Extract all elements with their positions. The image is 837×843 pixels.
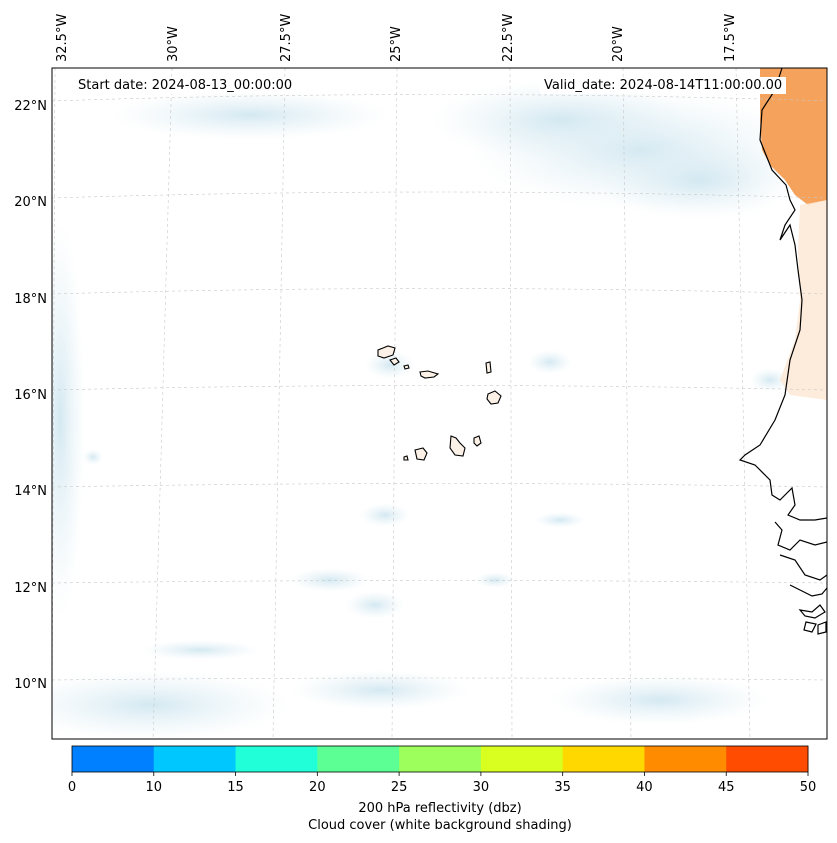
island-sal [485, 361, 492, 374]
colorbar-segment [153, 746, 237, 772]
lat-label: 10°N [14, 677, 47, 692]
lon-label: 30°W [166, 26, 181, 62]
lat-label: 22°N [14, 99, 47, 114]
colorbar-segments [72, 746, 809, 772]
colorbar-ticks: 0 10 15 20 25 30 35 40 45 50 [68, 772, 816, 795]
colorbar-segment [72, 746, 155, 772]
colorbar-tick-label: 50 [800, 780, 817, 795]
colorbar-segment [562, 746, 645, 772]
lat-label: 14°N [14, 484, 47, 499]
colorbar: 0 10 15 20 25 30 35 40 45 50 [68, 745, 816, 795]
colorbar-border [71, 745, 809, 773]
colorbar-tick-label: 20 [309, 780, 326, 795]
colorbar-tick-label: 15 [227, 780, 244, 795]
colorbar-tick-label: 30 [473, 780, 490, 795]
island-fogo [414, 447, 428, 461]
colorbar-tick-label: 0 [68, 780, 76, 795]
lon-label: 22.5°W [501, 14, 516, 62]
colorbar-subtitle: Cloud cover (white background shading) [308, 818, 572, 833]
start-date-label: Start date: 2024-08-13_00:00:00 [74, 77, 297, 94]
island-santiago [449, 435, 466, 457]
map-border [51, 67, 828, 740]
cape-verde-islands [377, 345, 502, 461]
lat-label: 16°N [14, 388, 47, 403]
colorbar-segment [644, 746, 727, 772]
island-santo-antao [377, 345, 396, 359]
lon-label: 20°W [611, 26, 626, 62]
bissagos-islands [798, 604, 827, 635]
colorbar-segment [399, 746, 482, 772]
colorbar-segment [235, 746, 318, 772]
africa-coastline [738, 68, 827, 521]
latitude-labels: 22°N 20°N 18°N 16°N 14°N 12°N 10°N [14, 99, 47, 692]
colorbar-tick-label: 45 [718, 780, 735, 795]
island-sao-vicente [389, 357, 400, 366]
colorbar-tick-label: 35 [554, 780, 571, 795]
lat-label: 12°N [14, 581, 47, 596]
land-shading [760, 68, 827, 400]
valid-date-label: Valid_date: 2024-08-14T11:00:00.00 [540, 77, 787, 94]
longitude-labels: 32.5°W 30°W 27.5°W 25°W 22.5°W 20°W 17.5… [55, 14, 738, 62]
lon-label: 17.5°W [723, 14, 738, 62]
lat-label: 18°N [14, 292, 47, 307]
graticule [52, 68, 827, 739]
gambia-coast [774, 521, 827, 551]
island-santa-luzia [403, 364, 410, 370]
colorbar-tick-label: 40 [636, 780, 653, 795]
guinea-coast [789, 584, 827, 597]
island-boa-vista [486, 390, 502, 405]
island-brava [403, 455, 409, 461]
island-sao-nicolau [419, 370, 440, 379]
colorbar-segment [480, 746, 564, 772]
colorbar-tick-label: 10 [146, 780, 163, 795]
cloud-cover-shading [52, 80, 810, 739]
map-content [52, 68, 827, 739]
lon-label: 25°W [389, 26, 404, 62]
colorbar-segment [726, 746, 809, 772]
island-maio [473, 435, 482, 447]
guinea-bissau-coast [779, 554, 827, 581]
lat-label: 20°N [14, 195, 47, 210]
colorbar-segment [317, 746, 400, 772]
lon-label: 32.5°W [55, 14, 70, 62]
lon-label: 27.5°W [279, 14, 294, 62]
colorbar-tick-label: 25 [391, 780, 408, 795]
colorbar-title: 200 hPa reflectivity (dbz) [358, 801, 522, 816]
